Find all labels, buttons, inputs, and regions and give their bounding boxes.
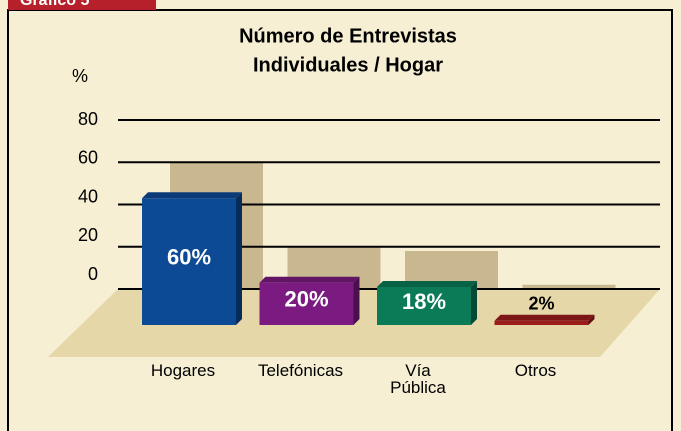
tab — [8, 0, 156, 10]
chart-title: Número de Entrevistas — [239, 25, 457, 47]
x-tick-label: Hogares — [150, 361, 216, 380]
x-tick-label: Otros — [514, 361, 557, 380]
data-label: 18% — [402, 289, 446, 314]
y-axis-label: % — [72, 66, 88, 86]
y-tick-label: 0 — [88, 264, 98, 284]
bar — [377, 286, 471, 325]
bar-top — [259, 276, 360, 283]
data-label: 20% — [284, 287, 328, 312]
y-tick-label: 40 — [78, 186, 98, 206]
y-tick-label: 20 — [78, 225, 98, 245]
bar-side — [353, 276, 360, 325]
shadow-bar — [522, 284, 616, 289]
bar-side — [236, 192, 242, 325]
frame — [7, 9, 673, 431]
bar-top — [377, 280, 477, 287]
y-tick-label: 60 — [78, 148, 98, 168]
chart-title: Individuales / Hogar — [253, 54, 443, 76]
data-label: 2% — [528, 294, 554, 314]
bar-side — [471, 280, 477, 325]
y-tick-label: 80 — [78, 109, 98, 129]
x-tick-label: Vía Pública — [390, 361, 446, 397]
bar-top — [142, 192, 242, 199]
bar — [259, 282, 354, 325]
tab-text: Gráfico 5 — [20, 0, 89, 9]
bar-side — [588, 314, 595, 325]
bar — [142, 198, 236, 325]
bar — [494, 320, 589, 325]
data-label: 60% — [167, 244, 211, 269]
bar-top — [494, 314, 595, 321]
x-tick-label: Telefónicas — [257, 361, 344, 380]
